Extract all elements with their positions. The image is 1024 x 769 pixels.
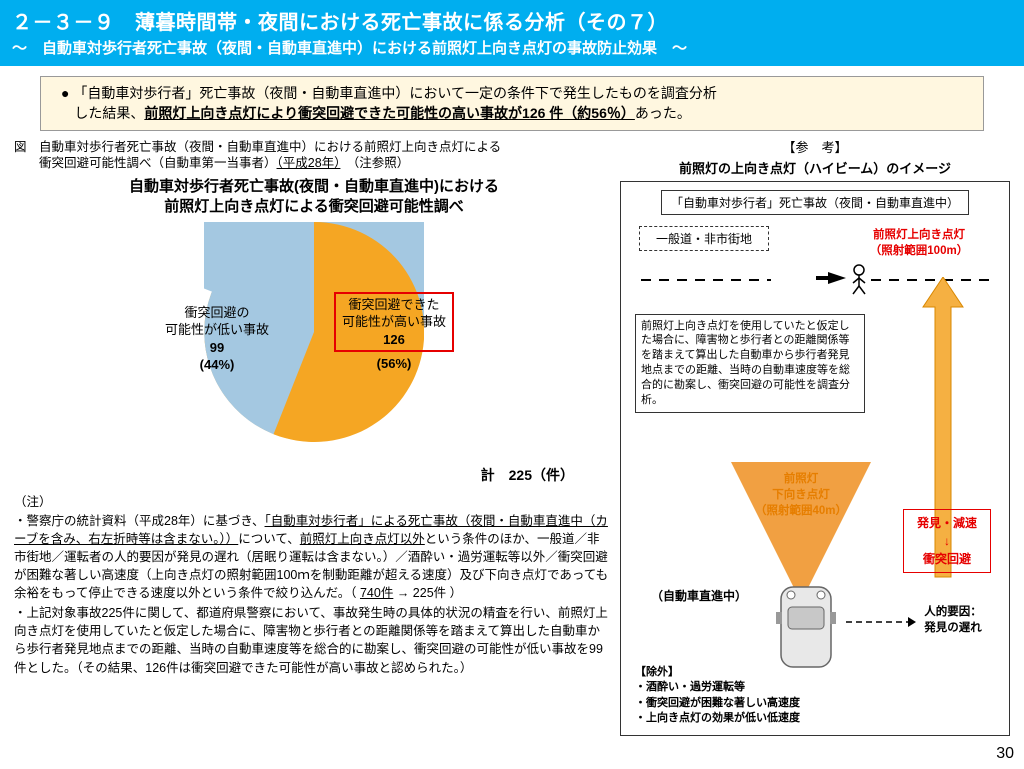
car-label: （自動車直進中） — [651, 587, 747, 604]
summary-box: ● 「自動車対歩行者」死亡事故（夜間・自動車直進中）において一定の条件下で発生し… — [40, 76, 984, 131]
diag-main-box: 「自動車対歩行者」死亡事故（夜間・自動車直進中） — [661, 190, 969, 215]
page-number: 30 — [996, 745, 1014, 763]
lowbeam-label: 前照灯下向き点灯（照射範囲40m） — [741, 470, 861, 518]
header-title: ２－３－９ 薄暮時間帯・夜間における死亡事故に係る分析（その７） — [12, 6, 1012, 35]
header-subtitle: ～ 自動車対歩行者死亡事故（夜間・自動車直進中）における前照灯上向き点灯の事故防… — [12, 37, 1012, 58]
highbeam-label: 前照灯上向き点灯（照射範囲100m） — [849, 226, 989, 258]
notes-p2: ・上記対象事故225件に関して、都道府県警察において、事故発生時の具体的状況の精… — [14, 604, 614, 677]
chart-title: 自動車対歩行者死亡事故(夜間・自動車直進中)における 前照灯上向き点灯による衝突… — [14, 177, 614, 218]
pie-label-low: 衝突回避の 可能性が低い事故 99 (44%) — [152, 304, 282, 374]
ref-head: 【参 考】 — [620, 137, 1010, 156]
left-column: 図 自動車対歩行者死亡事故（夜間・自動車直進中）における前照灯上向き点灯による … — [14, 137, 614, 736]
right-column: 【参 考】 前照灯の上向き点灯（ハイビーム）のイメージ 「自動車対歩行者」死亡事… — [620, 137, 1010, 736]
exclusions: 【除外】 ・酒酔い・過労運転等 ・衝突回避が困難な著しい高速度 ・上向き点灯の効… — [635, 665, 800, 727]
summary-key: 前照灯上向き点灯により衝突回避できた可能性の高い事故が126 件（約56％） — [144, 105, 635, 121]
pie-chart: 衝突回避の 可能性が低い事故 99 (44%) 衝突回避できた 可能性が高い事故… — [154, 222, 474, 467]
figure-caption: 図 自動車対歩行者死亡事故（夜間・自動車直進中）における前照灯上向き点灯による … — [14, 139, 614, 172]
pie-total: 計 225（件） — [14, 465, 574, 485]
notes-head: （注） — [14, 491, 614, 510]
ref-sub: 前照灯の上向き点灯（ハイビーム）のイメージ — [620, 158, 1010, 177]
human-factor: 人的要因：発見の遅れ — [913, 604, 993, 636]
notes-p1: ・警察庁の統計資料（平成28年）に基づき、「自動車対歩行者」による死亡事故（夜間… — [14, 512, 614, 603]
page-header: ２－３－９ 薄暮時間帯・夜間における死亡事故に係る分析（その７） ～ 自動車対歩… — [0, 0, 1024, 66]
diag-note: 前照灯上向き点灯を使用していたと仮定した場合に、障害物と歩行者との距離関係等を踏… — [635, 314, 865, 413]
diag-road-box: 一般道・非市街地 — [639, 226, 769, 251]
pie-label-high: 衝突回避できた 可能性が高い事故 126 (56%) — [324, 292, 464, 373]
diagram: 「自動車対歩行者」死亡事故（夜間・自動車直進中） 一般道・非市街地 前照灯上向き… — [620, 181, 1010, 736]
summary-line1: 「自動車対歩行者」死亡事故（夜間・自動車直進中）において一定の条件下で発生したも… — [73, 85, 717, 101]
discover-box: 発見・減速↓衝突回避 — [903, 509, 991, 573]
